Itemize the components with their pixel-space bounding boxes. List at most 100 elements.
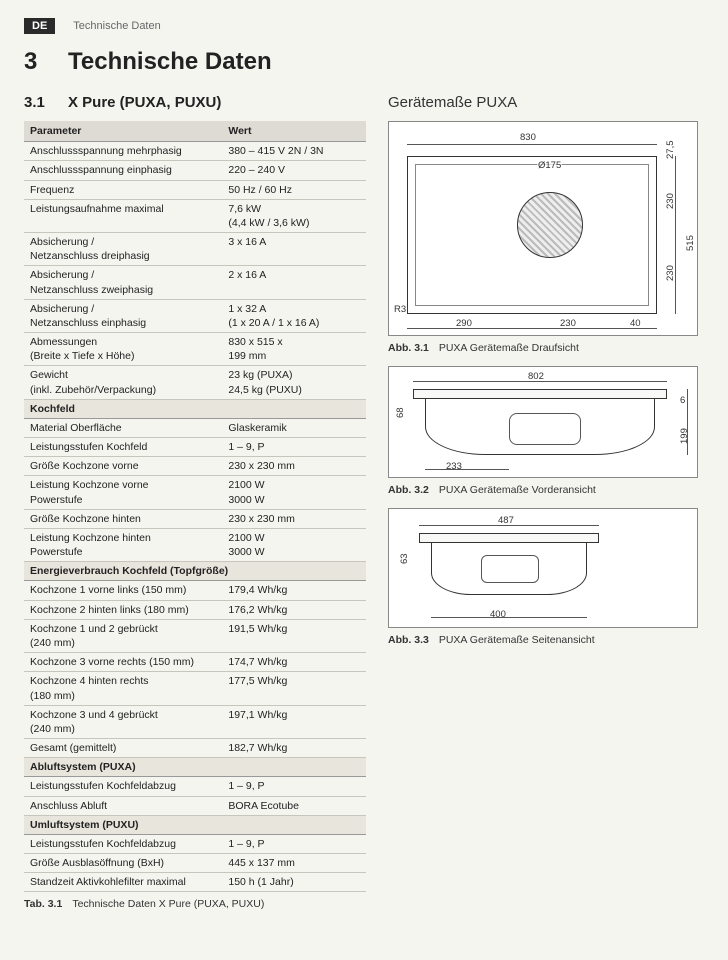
subsection-title: X Pure (PUXA, PUXU) (68, 94, 221, 111)
table-cell-param: Kochzone 3 und 4 gebrückt (240 mm) (24, 705, 222, 738)
table-caption: Tab. 3.1 Technische Daten X Pure (PUXA, P… (24, 898, 366, 910)
table-cell-value: 220 – 240 V (222, 161, 366, 180)
table-cell-param: Leistung Kochzone hinten Powerstufe (24, 528, 222, 561)
table-row: Anschlussspannung einphasig220 – 240 V (24, 161, 366, 180)
table-head-value: Wert (222, 121, 366, 142)
dim-515: 515 (685, 234, 696, 252)
table-cell-value: 230 x 230 mm (222, 457, 366, 476)
table-cell-param: Kochzone 4 hinten rechts (180 mm) (24, 672, 222, 705)
dim-199: 199 (679, 427, 690, 445)
table-cell-value: 2100 W 3000 W (222, 476, 366, 509)
table-cell-param: Absicherung / Netzanschluss einphasig (24, 299, 222, 332)
table-cell-value: 23 kg (PUXA) 24,5 kg (PUXU) (222, 366, 366, 399)
fig1-text: PUXA Gerätemaße Draufsicht (439, 342, 579, 354)
left-column: 3.1X Pure (PUXA, PUXU) Parameter Wert An… (24, 94, 366, 922)
table-cell-param: Gewicht (inkl. Zubehör/Verpackung) (24, 366, 222, 399)
spec-table: Parameter Wert Anschlussspannung mehrpha… (24, 121, 366, 892)
table-row: Standzeit Aktivkohlefilter maximal150 h … (24, 873, 366, 892)
table-cell-param: Kochzone 1 und 2 gebrückt (240 mm) (24, 619, 222, 652)
table-section-label: Umluftsystem (PUXU) (24, 815, 366, 834)
table-section-row: Energieverbrauch Kochfeld (Topfgröße) (24, 562, 366, 581)
table-row: Leistungsstufen Kochfeldabzug1 – 9, P (24, 834, 366, 853)
table-section-row: Kochfeld (24, 399, 366, 418)
table-cell-value: 2 x 16 A (222, 266, 366, 299)
table-section-label: Kochfeld (24, 399, 366, 418)
table-row: Absicherung / Netzanschluss dreiphasig3 … (24, 233, 366, 266)
dim-r3: R3 (393, 304, 407, 315)
table-cell-value: 179,4 Wh/kg (222, 581, 366, 600)
fig2-abbr: Abb. 3.2 (388, 484, 429, 496)
table-cell-param: Leistungsstufen Kochfeldabzug (24, 834, 222, 853)
table-cell-param: Leistungsstufen Kochfeldabzug (24, 777, 222, 796)
table-cell-param: Leistung Kochzone vorne Powerstufe (24, 476, 222, 509)
figure-front-view: 802 68 233 6 199 (388, 366, 698, 478)
table-row: Größe Kochzone hinten230 x 230 mm (24, 509, 366, 528)
table-cell-param: Leistungsaufnahme maximal (24, 199, 222, 232)
dim-6: 6 (679, 395, 686, 406)
table-row: Kochzone 4 hinten rechts (180 mm)177,5 W… (24, 672, 366, 705)
table-cell-value: 176,2 Wh/kg (222, 600, 366, 619)
page-header: DE Technische Daten (24, 18, 704, 34)
table-row: Frequenz50 Hz / 60 Hz (24, 180, 366, 199)
table-row: Absicherung / Netzanschluss zweiphasig2 … (24, 266, 366, 299)
table-cell-param: Kochzone 3 vorne rechts (150 mm) (24, 653, 222, 672)
table-cell-value: 3 x 16 A (222, 233, 366, 266)
table-row: Kochzone 2 hinten links (180 mm)176,2 Wh… (24, 600, 366, 619)
table-head-param: Parameter (24, 121, 222, 142)
table-cell-param: Anschluss Abluft (24, 796, 222, 815)
table-cell-param: Frequenz (24, 180, 222, 199)
table-cell-value: 177,5 Wh/kg (222, 672, 366, 705)
dim-63: 63 (399, 552, 410, 565)
running-head: Technische Daten (73, 20, 160, 32)
extract-opening-icon (517, 192, 583, 258)
dim-233: 233 (445, 461, 463, 472)
table-section-label: Energieverbrauch Kochfeld (Topfgröße) (24, 562, 366, 581)
table-cell-param: Gesamt (gemittelt) (24, 739, 222, 758)
table-row: Größe Kochzone vorne230 x 230 mm (24, 457, 366, 476)
table-row: Leistung Kochzone vorne Powerstufe2100 W… (24, 476, 366, 509)
table-cell-value: 7,6 kW (4,4 kW / 3,6 kW) (222, 199, 366, 232)
subsection-heading: 3.1X Pure (PUXA, PUXU) (24, 94, 366, 111)
table-row: Kochzone 3 und 4 gebrückt (240 mm)197,1 … (24, 705, 366, 738)
table-cell-param: Kochzone 2 hinten links (180 mm) (24, 600, 222, 619)
table-cell-param: Anschlussspannung mehrphasig (24, 142, 222, 161)
table-caption-text: Technische Daten X Pure (PUXA, PUXU) (72, 898, 264, 910)
table-cell-param: Abmessungen (Breite x Tiefe x Höhe) (24, 333, 222, 366)
table-caption-abbr: Tab. 3.1 (24, 898, 62, 910)
table-row: Anschlussspannung mehrphasig380 – 415 V … (24, 142, 366, 161)
table-cell-param: Absicherung / Netzanschluss zweiphasig (24, 266, 222, 299)
table-cell-value: 830 x 515 x 199 mm (222, 333, 366, 366)
table-row: Größe Ausblasöffnung (BxH)445 x 137 mm (24, 854, 366, 873)
table-cell-value: Glaskeramik (222, 418, 366, 437)
table-row: Gesamt (gemittelt)182,7 Wh/kg (24, 739, 366, 758)
right-title: Gerätemaße PUXA (388, 94, 704, 111)
table-row: Material OberflächeGlaskeramik (24, 418, 366, 437)
table-cell-param: Leistungsstufen Kochfeld (24, 438, 222, 457)
figure-side-view: 487 63 400 (388, 508, 698, 628)
table-cell-value: 191,5 Wh/kg (222, 619, 366, 652)
table-cell-param: Größe Kochzone vorne (24, 457, 222, 476)
table-cell-param: Material Oberfläche (24, 418, 222, 437)
language-badge: DE (24, 18, 55, 34)
table-cell-value: 197,1 Wh/kg (222, 705, 366, 738)
fig3-abbr: Abb. 3.3 (388, 634, 429, 646)
right-column: Gerätemaße PUXA 830 Ø175 R3 290 230 40 2… (388, 94, 704, 922)
table-row: Absicherung / Netzanschluss einphasig1 x… (24, 299, 366, 332)
table-cell-value: 2100 W 3000 W (222, 528, 366, 561)
table-cell-param: Anschlussspannung einphasig (24, 161, 222, 180)
fig1-abbr: Abb. 3.1 (388, 342, 429, 354)
table-cell-value: BORA Ecotube (222, 796, 366, 815)
table-cell-param: Absicherung / Netzanschluss dreiphasig (24, 233, 222, 266)
table-cell-value: 150 h (1 Jahr) (222, 873, 366, 892)
dim-830: 830 (519, 132, 537, 143)
table-cell-value: 230 x 230 mm (222, 509, 366, 528)
table-cell-param: Größe Ausblasöffnung (BxH) (24, 854, 222, 873)
table-row: Leistungsstufen Kochfeldabzug1 – 9, P (24, 777, 366, 796)
table-row: Leistungsaufnahme maximal7,6 kW (4,4 kW … (24, 199, 366, 232)
table-cell-value: 1 – 9, P (222, 438, 366, 457)
table-cell-value: 182,7 Wh/kg (222, 739, 366, 758)
figure-3-caption: Abb. 3.3PUXA Gerätemaße Seitenansicht (388, 634, 704, 646)
subsection-number: 3.1 (24, 94, 68, 111)
table-cell-value: 50 Hz / 60 Hz (222, 180, 366, 199)
table-row: Kochzone 1 und 2 gebrückt (240 mm)191,5 … (24, 619, 366, 652)
